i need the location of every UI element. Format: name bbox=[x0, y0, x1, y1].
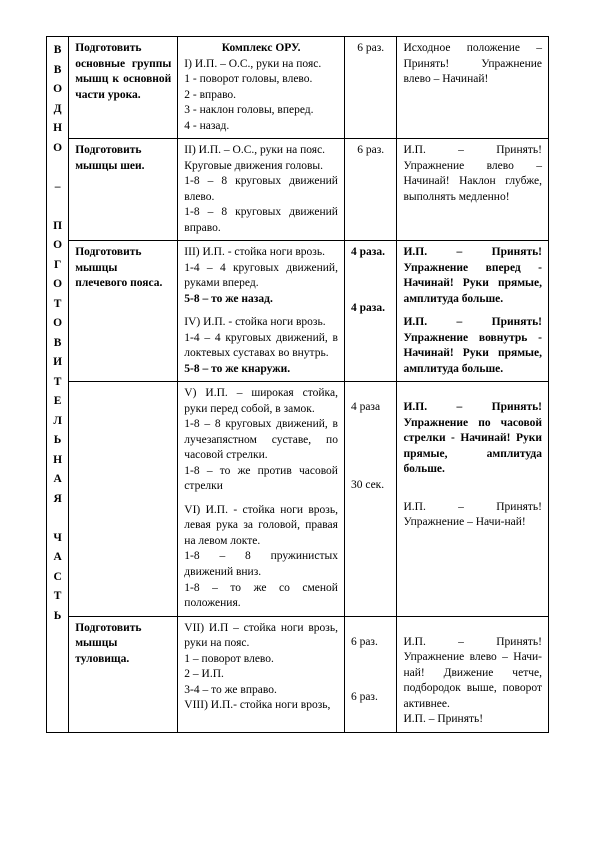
line: 2 – И.П. bbox=[184, 667, 338, 683]
line: IV) И.П. - стойка ноги врозь. bbox=[184, 315, 338, 331]
note-text: И.П. – Принять! Упражнение влево – Начи-… bbox=[403, 635, 542, 713]
note-cell: И.П. – Принять! Упражнение влево – Начин… bbox=[397, 139, 549, 241]
goal-cell: Подготовить мышцы шеи. bbox=[69, 139, 178, 241]
vertical-section-label: ВВОДНО – ПОГОТОВИТЕЛЬНАЯ ЧАСТЬ bbox=[47, 37, 69, 733]
exercise-desc: VII) И.П – стойка ноги врозь, руки на по… bbox=[178, 616, 345, 732]
line: 1 - поворот головы, влево. bbox=[184, 72, 338, 88]
line: 1-8 – то же против часовой стрелки bbox=[184, 464, 338, 495]
exercise-table: ВВОДНО – ПОГОТОВИТЕЛЬНАЯ ЧАСТЬ Подготови… bbox=[46, 36, 549, 733]
line: 1-8 – 8 пружинистых движений вниз. bbox=[184, 549, 338, 580]
count-cell: 4 раза 30 сек. bbox=[344, 382, 397, 616]
goal-cell: Подготовить мышцы плечевого пояса. bbox=[69, 241, 178, 382]
count-cell: 6 раз. bbox=[344, 139, 397, 241]
line: Круговые движения головы. bbox=[184, 159, 338, 175]
count-text: 6 раз. bbox=[351, 690, 391, 706]
note-cell: И.П. – Принять! Упражнение по часовой ст… bbox=[397, 382, 549, 616]
note-cell: Исходное положение – Принять! Упражнение… bbox=[397, 37, 549, 139]
line: 1 – поворот влево. bbox=[184, 652, 338, 668]
complex-title: Комплекс ОРУ. bbox=[184, 41, 338, 57]
goal-cell: Подготовить основные группы мышц к основ… bbox=[69, 37, 178, 139]
goal-cell: Подготовить мышцы туловища. bbox=[69, 616, 178, 732]
count-text: 4 раза. bbox=[351, 301, 391, 317]
line: 3-4 – то же вправо. bbox=[184, 683, 338, 699]
line: 3 - наклон головы, вперед. bbox=[184, 103, 338, 119]
note-text: И.П. – Принять! Упражнение – Начи-най! bbox=[403, 500, 542, 531]
line: 1-8 – 8 круговых движений вправо. bbox=[184, 205, 338, 236]
line: 1-8 – 8 круговых движений, в лучезапястн… bbox=[184, 417, 338, 464]
line: 1-8 – 8 круговых движений влево. bbox=[184, 174, 338, 205]
line: VII) И.П – стойка ноги врозь, руки на по… bbox=[184, 621, 338, 652]
line: VI) И.П. - стойка ноги врозь, левая рука… bbox=[184, 503, 338, 550]
count-text: 30 сек. bbox=[351, 478, 391, 494]
count-cell: 4 раза. 4 раза. bbox=[344, 241, 397, 382]
count-cell: 6 раз. 6 раз. bbox=[344, 616, 397, 732]
line: 5-8 – то же кнаружи. bbox=[184, 362, 338, 378]
exercise-desc: II) И.П. – О.С., руки на пояс. Круговые … bbox=[178, 139, 345, 241]
line: V) И.П. – широкая стойка, руки перед соб… bbox=[184, 386, 338, 417]
count-text: 4 раза. bbox=[351, 245, 391, 261]
line: I) И.П. – О.С., руки на пояс. bbox=[184, 57, 338, 73]
goal-cell bbox=[69, 382, 178, 616]
note-cell: И.П. – Принять! Упражнение вперед - Начи… bbox=[397, 241, 549, 382]
line: 4 - назад. bbox=[184, 119, 338, 135]
line: 1-4 – 4 круговых движений, руками вперед… bbox=[184, 261, 338, 292]
line: VIII) И.П.- стойка ноги врозь, bbox=[184, 698, 338, 714]
count-text: 4 раза bbox=[351, 400, 391, 416]
note-text: И.П. – Принять! Упражнение вперед - Начи… bbox=[403, 245, 542, 307]
note-cell: И.П. – Принять! Упражнение влево – Начи-… bbox=[397, 616, 549, 732]
line: III) И.П. - стойка ноги врозь. bbox=[184, 245, 338, 261]
line: 1-8 – то же со сменой положения. bbox=[184, 581, 338, 612]
exercise-desc: Комплекс ОРУ. I) И.П. – О.С., руки на по… bbox=[178, 37, 345, 139]
count-cell: 6 раз. bbox=[344, 37, 397, 139]
line: 1-4 – 4 круговых движений, в локтевых су… bbox=[184, 331, 338, 362]
line: 5-8 – то же назад. bbox=[184, 292, 338, 308]
note-text: И.П. – Принять! bbox=[403, 712, 542, 728]
count-text: 6 раз. bbox=[351, 635, 391, 651]
line: II) И.П. – О.С., руки на пояс. bbox=[184, 143, 338, 159]
note-text: И.П. – Принять! Упражнение вовнутрь - На… bbox=[403, 315, 542, 377]
exercise-desc: III) И.П. - стойка ноги врозь. 1-4 – 4 к… bbox=[178, 241, 345, 382]
note-text: И.П. – Принять! Упражнение по часовой ст… bbox=[403, 400, 542, 478]
line: 2 - вправо. bbox=[184, 88, 338, 104]
exercise-desc: V) И.П. – широкая стойка, руки перед соб… bbox=[178, 382, 345, 616]
